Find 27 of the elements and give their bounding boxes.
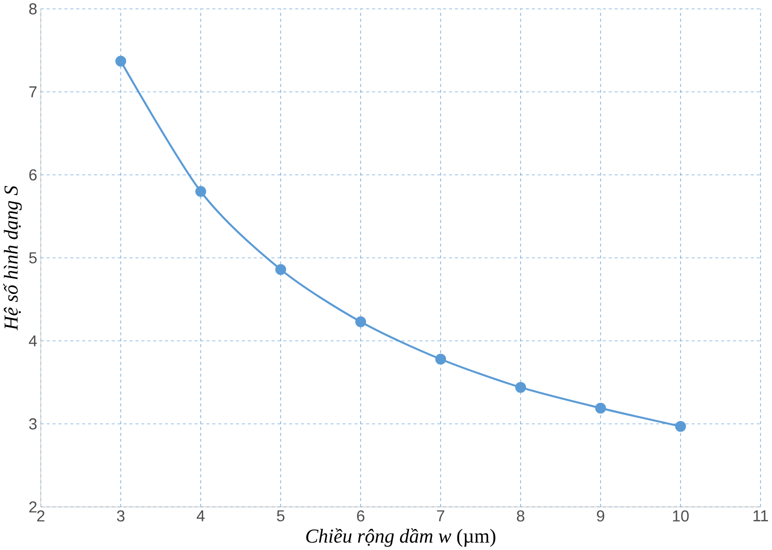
y-tick-label: 4 (28, 335, 37, 346)
x-tick-label: 4 (196, 510, 205, 522)
point (115, 56, 126, 67)
point (275, 264, 286, 275)
x-tick-label: 5 (276, 510, 284, 522)
x-tick-label: 7 (437, 510, 444, 522)
x-tick-label: 3 (116, 510, 124, 522)
x-tick-label: 8 (516, 510, 524, 522)
point (195, 186, 206, 197)
y-tick-label: 5 (29, 252, 37, 264)
y-tick-label: 8 (29, 3, 37, 14)
x-tick-label: 11 (754, 510, 768, 522)
y-axis-title: Hệ số hình dạng S (3, 186, 22, 330)
x-tick-label: 9 (596, 510, 604, 522)
y-tick-label: 6 (29, 169, 37, 180)
x-axis-title: Chiều rộng dầm w (µm) (306, 528, 496, 547)
x-tick-label: 10 (672, 510, 689, 522)
point (675, 420, 686, 432)
point (355, 316, 366, 328)
x-tick-label: 2 (37, 510, 44, 522)
point (435, 354, 446, 365)
y-tick-label: 3 (29, 418, 37, 430)
y-tick-label: 2 (29, 501, 37, 512)
point (515, 382, 526, 393)
y-tick-label: 7 (29, 86, 37, 98)
point (595, 402, 606, 414)
x-tick-label: 6 (357, 510, 364, 522)
